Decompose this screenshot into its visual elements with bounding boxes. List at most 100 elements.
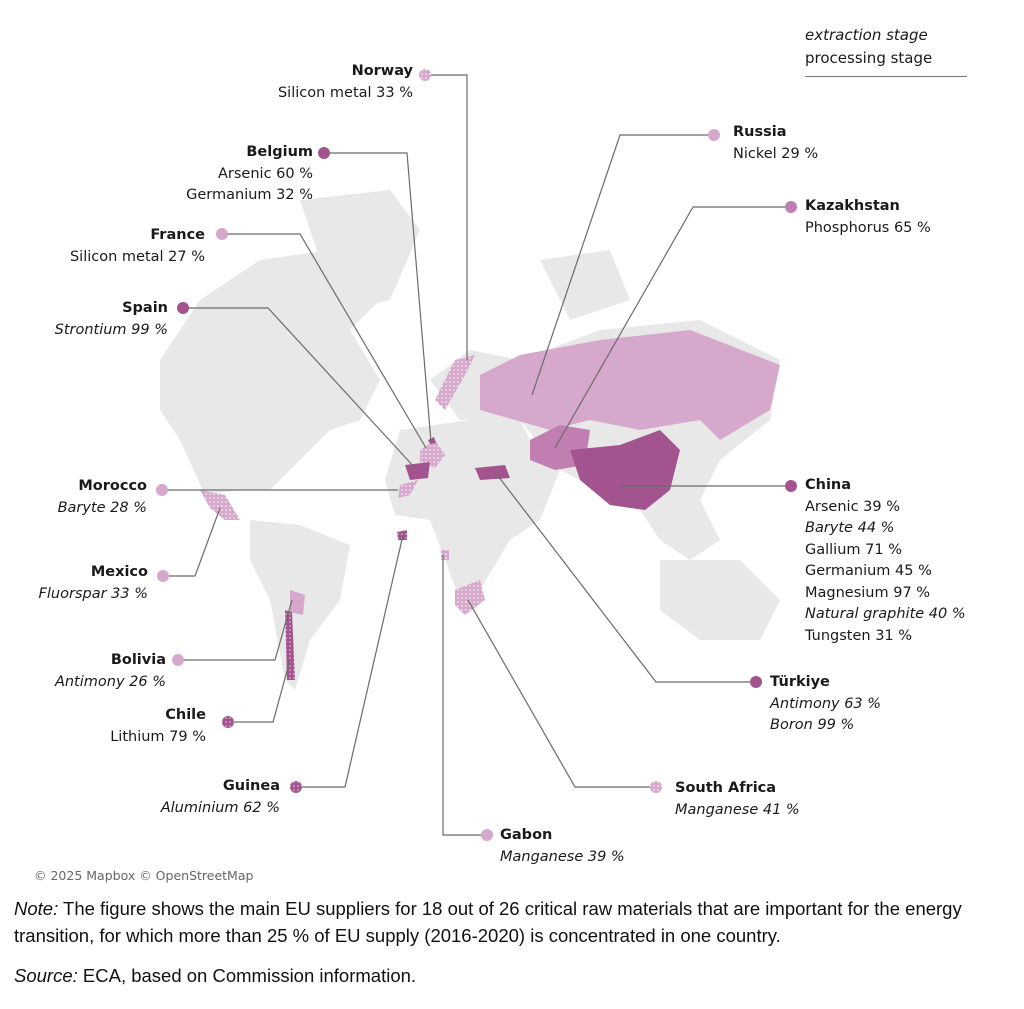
material-share: Tungsten 31 %: [805, 627, 913, 644]
leader-lines: [162, 74, 791, 836]
country-name: Türkiye: [770, 674, 830, 690]
marker-china: [785, 480, 797, 492]
highlighted-countries: [200, 330, 780, 680]
marker-kazakhstan: [785, 201, 797, 213]
label-spain: Spain Strontium 99 %: [55, 298, 168, 341]
label-china: China Arsenic 39 % Baryte 44 % Gallium 71 %…: [805, 475, 966, 647]
country-china: [570, 430, 680, 510]
country-chile: [285, 610, 295, 680]
material-share: Arsenic 60 %: [218, 165, 313, 182]
material-share: Lithium 79 %: [110, 728, 206, 745]
country-russia: [480, 330, 780, 440]
material-share: Manganese 41 %: [675, 801, 800, 818]
material-share: Magnesium 97 %: [805, 584, 931, 601]
marker-south-africa: [650, 781, 662, 793]
material-share: Antimony 26 %: [54, 673, 166, 690]
label-gabon: Gabon Manganese 39 %: [500, 825, 625, 868]
leader-line-gabon: [442, 555, 487, 836]
leader-line-norway: [425, 74, 468, 360]
country-south-africa: [455, 580, 485, 615]
leader-line-spain: [183, 307, 416, 469]
country-markers: [156, 69, 797, 841]
leader-line-guinea: [296, 534, 404, 788]
label-mexico: Mexico Fluorspar 33 %: [39, 562, 148, 605]
marker-spain: [177, 302, 189, 314]
source-label: Source:: [14, 965, 78, 986]
label-morocco: Morocco Baryte 28 %: [58, 476, 147, 519]
country-name: Morocco: [78, 478, 147, 494]
label-france: France Silicon metal 27 %: [70, 225, 205, 268]
country-name: Belgium: [246, 144, 313, 160]
material-share: Baryte 28 %: [57, 499, 147, 516]
marker-france: [216, 228, 228, 240]
world-map: [156, 69, 797, 841]
country-name: Spain: [122, 300, 168, 316]
country-name: Gabon: [500, 827, 553, 843]
label-kazakhstan: Kazakhstan Phosphorus 65 %: [805, 196, 931, 239]
leader-line-france: [222, 233, 427, 449]
material-share: Silicon metal 33 %: [277, 84, 413, 101]
label-bolivia: Bolivia Antimony 26 %: [55, 650, 166, 693]
marker-gabon: [481, 829, 493, 841]
country-spain: [405, 462, 430, 480]
country-name: France: [150, 227, 205, 243]
map-attribution: © 2025 Mapbox © OpenStreetMap: [34, 868, 254, 883]
marker-guinea: [290, 781, 302, 793]
material-share: Antimony 63 %: [770, 695, 882, 712]
country-name: Bolivia: [110, 652, 166, 668]
material-share: Nickel 29 %: [733, 145, 819, 162]
label-norway: Norway Silicon metal 33 %: [278, 61, 413, 104]
label-south-africa: South Africa Manganese 41 %: [675, 778, 800, 821]
material-share: Manganese 39 %: [500, 848, 625, 865]
country-name: South Africa: [675, 780, 777, 796]
marker-belgium: [318, 147, 330, 159]
marker-t-rkiye: [750, 676, 762, 688]
country-name: Kazakhstan: [805, 198, 900, 214]
leader-line-kazakhstan: [554, 206, 791, 449]
leader-line-belgium: [324, 152, 432, 443]
country-name: Mexico: [90, 564, 148, 580]
material-share: Germanium 45 %: [805, 563, 932, 579]
country-name: Russia: [733, 124, 787, 140]
country-norway: [435, 355, 475, 410]
country-turkiye: [475, 465, 510, 480]
note-text: The figure shows the main EU suppliers f…: [14, 898, 962, 946]
leader-line-bolivia: [178, 599, 293, 661]
country-mexico: [200, 490, 240, 520]
country-name: China: [805, 477, 852, 493]
country-name: Chile: [165, 707, 206, 723]
material-share: Fluorspar 33 %: [38, 585, 148, 602]
source-text: ECA, based on Commission information.: [77, 965, 417, 986]
material-share: Silicon metal 27 %: [69, 248, 205, 265]
country-name: Guinea: [222, 778, 280, 794]
country-france: [420, 440, 445, 468]
legend-extraction: extraction stage: [805, 26, 928, 44]
legend-rule: [805, 76, 967, 77]
country-bolivia: [290, 590, 305, 615]
marker-russia: [708, 129, 720, 141]
leader-line-south-africa: [467, 599, 656, 788]
marker-bolivia: [172, 654, 184, 666]
figure-note: Note: The figure shows the main EU suppl…: [14, 895, 1014, 949]
country-gabon: [441, 550, 449, 560]
label-russia: Russia Nickel 29 %: [733, 122, 818, 165]
leader-line-chile: [228, 659, 291, 723]
note-label: Note:: [14, 898, 59, 919]
label-belgium: Belgium Arsenic 60 % Germanium 32 %: [186, 142, 313, 207]
legend: extraction stage processing stage: [805, 24, 967, 77]
material-share: Natural graphite 40 %: [805, 606, 966, 622]
country-name: Norway: [351, 63, 413, 79]
leader-line-t-rkiye: [494, 471, 756, 683]
material-share: Arsenic 39 %: [805, 498, 900, 515]
country-belgium: [428, 437, 436, 444]
material-share: Baryte 44 %: [805, 520, 895, 536]
figure-source: Source: ECA, based on Commission informa…: [14, 965, 416, 987]
label-chile: Chile Lithium 79 %: [110, 705, 206, 748]
leader-line-russia: [531, 134, 714, 396]
legend-processing: processing stage: [805, 49, 933, 67]
material-share: Germanium 32 %: [186, 187, 313, 203]
country-guinea: [397, 530, 407, 540]
marker-morocco: [156, 484, 168, 496]
label-t-rkiye: Türkiye Antimony 63 % Boron 99 %: [770, 672, 881, 737]
